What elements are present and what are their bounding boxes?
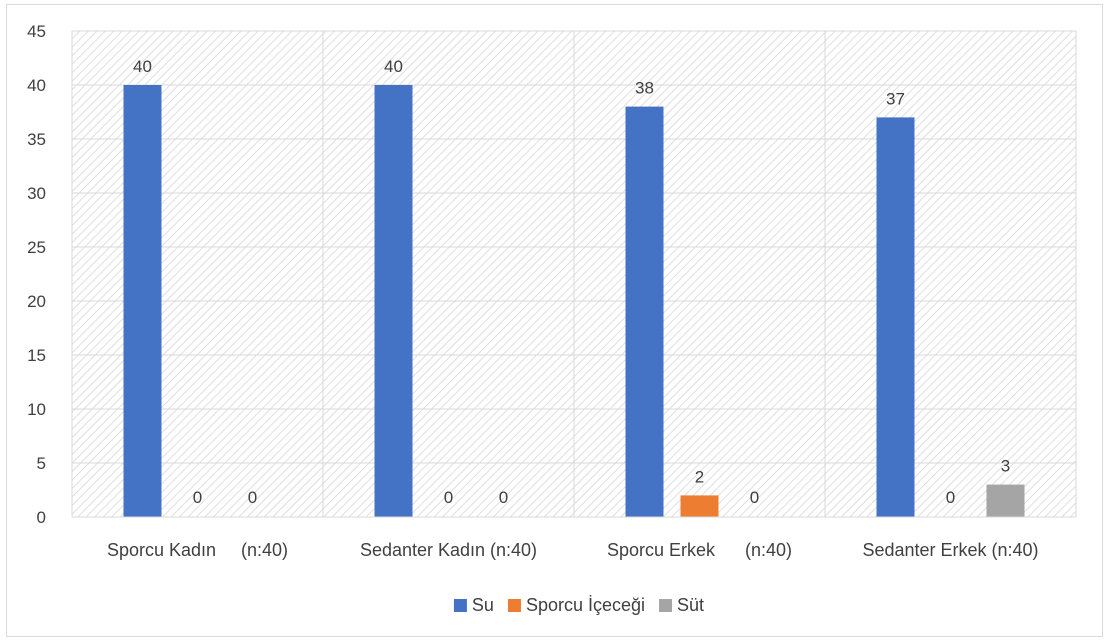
- y-tick-label: 25: [27, 238, 46, 257]
- x-tick-label: Sedanter Erkek (n:40): [862, 540, 1038, 560]
- y-tick-label: 10: [27, 400, 46, 419]
- data-label: 0: [499, 488, 508, 507]
- data-label: 0: [444, 488, 453, 507]
- data-label: 40: [384, 57, 403, 76]
- x-tick-label: Sedanter Kadın (n:40): [360, 540, 537, 560]
- data-label: 0: [946, 488, 955, 507]
- data-label: 0: [193, 488, 202, 507]
- y-tick-label: 30: [27, 184, 46, 203]
- y-tick-label: 15: [27, 346, 46, 365]
- y-axis: 0 5 10 15 20 25 30 35 40 45: [27, 22, 46, 527]
- bar: [986, 484, 1025, 517]
- bar: [625, 106, 664, 517]
- x-tick-label: Sporcu Erkek (n:40): [607, 540, 792, 560]
- data-label: 0: [750, 488, 759, 507]
- bars: [123, 85, 1025, 518]
- x-tick-label: Sporcu Kadın (n:40): [107, 540, 288, 560]
- bar: [680, 495, 719, 517]
- legend-swatch: [507, 599, 521, 612]
- data-label: 0: [248, 488, 257, 507]
- data-labels: 40 0 0 40 0 0 38 2 0 37 0 3: [133, 57, 1010, 507]
- legend: Su Sporcu İçeceği Süt: [453, 595, 704, 615]
- y-tick-label: 35: [27, 130, 46, 149]
- data-label: 37: [886, 89, 905, 108]
- bar: [876, 117, 915, 518]
- data-label: 2: [695, 467, 704, 486]
- legend-label: Süt: [677, 595, 704, 615]
- y-tick-label: 5: [37, 454, 46, 473]
- data-label: 38: [635, 79, 654, 98]
- bar: [374, 85, 413, 517]
- data-label: 40: [133, 57, 152, 76]
- y-tick-label: 40: [27, 76, 46, 95]
- y-tick-label: 45: [27, 22, 46, 41]
- legend-label: Su: [472, 595, 494, 615]
- y-tick-label: 0: [37, 508, 46, 527]
- y-tick-label: 20: [27, 292, 46, 311]
- legend-swatch: [453, 599, 467, 612]
- data-label: 3: [1001, 457, 1010, 476]
- legend-label: Sporcu İçeceği: [526, 595, 645, 615]
- x-axis: Sporcu Kadın (n:40) Sedanter Kadın (n:40)…: [72, 516, 1076, 560]
- legend-swatch: [659, 599, 673, 612]
- bar: [123, 85, 162, 517]
